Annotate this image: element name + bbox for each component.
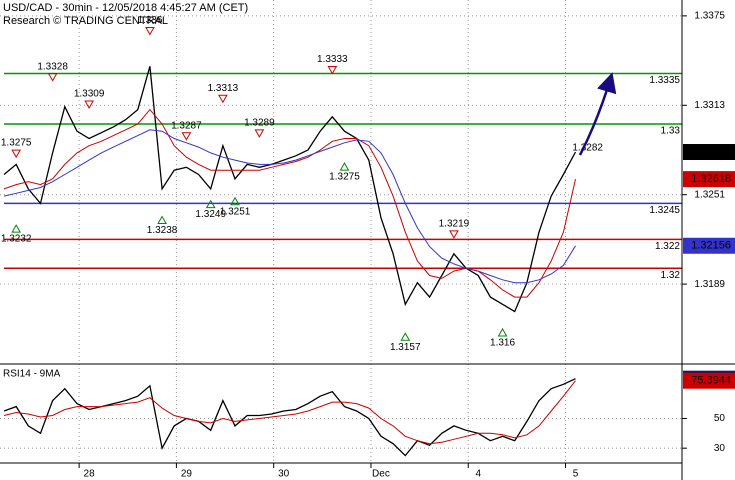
series-line — [3, 380, 576, 445]
swing-low-label: 1.3275 — [329, 172, 360, 183]
swing-high-label: 1.3333 — [317, 54, 348, 65]
swing-low-label: 1.3249 — [195, 209, 226, 220]
grid-layer — [0, 0, 682, 463]
swing-high-label: 1.3219 — [439, 218, 470, 229]
last-value-label: 1.32618 — [691, 173, 731, 185]
level-label: 1.33 — [661, 126, 681, 137]
swing-high-label: 1.3313 — [208, 83, 239, 94]
y-tick-label: 30 — [714, 443, 726, 454]
x-tick-label: 29 — [181, 469, 193, 480]
swing-high-marker — [11, 149, 22, 159]
last-value-label: 1.32156 — [691, 240, 731, 252]
last-value-box — [683, 144, 735, 161]
swing-high-label: 1.3309 — [74, 89, 105, 100]
series-line — [3, 66, 577, 313]
swing-high-marker — [84, 100, 94, 110]
rsi-title: RSI14 - 9MA — [3, 369, 61, 380]
last-value-box — [683, 171, 735, 188]
x-tick-label: 30 — [278, 469, 290, 480]
last-value-box — [683, 372, 735, 389]
last-value-label: 1.32806 — [691, 146, 731, 158]
swing-high-label: 1.3275 — [1, 138, 32, 149]
swing-low-label: 1.3238 — [147, 225, 178, 236]
x-tick-label: 4 — [475, 469, 481, 480]
level-label: 1.3335 — [649, 75, 680, 86]
y-tick-label: 1.3313 — [694, 100, 725, 111]
swing-low-marker — [205, 199, 216, 209]
swing-low-marker — [339, 162, 350, 171]
level-label: 1.322 — [655, 241, 680, 252]
swing-low-label: 1.3232 — [1, 234, 32, 245]
chart-subtitle: Research © TRADING CENTRAL — [3, 15, 168, 27]
note-label: 1.3282 — [572, 143, 603, 154]
swing-high-label: 1.336 — [137, 15, 162, 26]
level-label: 1.3245 — [649, 205, 680, 216]
swing-high-marker — [327, 65, 338, 75]
swing-low-label: 1.316 — [490, 338, 515, 349]
swing-high-marker — [47, 73, 58, 82]
swing-high-marker — [449, 230, 459, 239]
level-label: 1.32 — [661, 270, 681, 281]
swing-high-label: 1.3328 — [37, 61, 68, 72]
swing-low-marker — [230, 196, 240, 206]
swing-high-marker — [218, 94, 228, 104]
y-tick-label: 1.3251 — [694, 189, 725, 200]
x-tick-label: 5 — [573, 469, 579, 480]
swing-high-label: 1.3287 — [171, 120, 202, 131]
swing-low-marker — [497, 327, 508, 337]
y-tick-label: 1.3375 — [694, 11, 725, 22]
y-tick-label: 50 — [714, 413, 726, 424]
series-line — [3, 129, 576, 284]
x-tick-label: Dec — [372, 469, 390, 480]
swing-low-marker — [11, 224, 22, 233]
swing-high-label: 1.3289 — [244, 118, 275, 129]
last-value-label: 75.3944 — [691, 375, 731, 387]
swing-low-label: 1.3157 — [390, 342, 421, 353]
series-line — [3, 108, 576, 298]
swing-high-marker — [254, 129, 265, 138]
y-tick-label: 1.3189 — [694, 279, 725, 290]
swing-low-marker — [400, 332, 411, 341]
swing-high-marker — [181, 132, 192, 141]
swing-low-label: 1.3251 — [220, 206, 251, 217]
forecast-arrow — [578, 72, 617, 156]
last-value-box — [683, 237, 735, 254]
swing-high-marker — [145, 26, 155, 36]
swing-low-marker — [157, 215, 167, 224]
plot-layer: 1.3335 1.33 1.3245 1.322 1.32 1.3275 1.3232 1.3… — [1, 15, 682, 457]
chart-title: USD/CAD - 30min - 12/05/2018 4:45:27 AM … — [3, 2, 248, 14]
x-tick-label: 28 — [84, 469, 96, 480]
